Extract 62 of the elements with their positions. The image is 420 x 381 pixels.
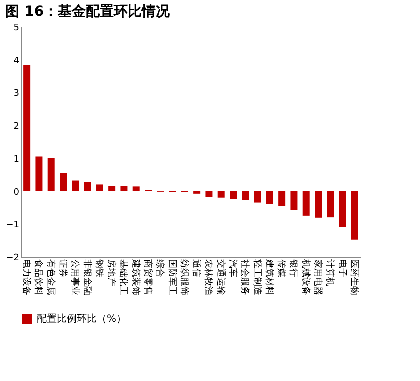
- x-tick-label: 证券: [58, 260, 68, 278]
- x-tick-label: 交通运输: [215, 260, 226, 296]
- bar: [230, 191, 237, 200]
- bar: [194, 191, 201, 194]
- bar: [60, 173, 67, 192]
- bar: [206, 191, 213, 198]
- y-tick-label: 4: [14, 56, 20, 66]
- x-tick-label: 传媒: [276, 260, 288, 278]
- bar: [24, 65, 31, 192]
- bar: [315, 191, 322, 218]
- x-tick-label: 医药生物: [348, 260, 360, 296]
- x-tick-label: 机械设备: [300, 260, 312, 296]
- legend-label: 配置比例环比（%）: [37, 313, 127, 325]
- x-tick-label: 国防军工: [166, 260, 178, 296]
- x-tick-label: 计算机: [324, 260, 336, 286]
- x-tick-label: 建筑材料: [264, 258, 275, 296]
- x-tick-label: 商贸零售: [142, 260, 154, 296]
- x-tick-label: 农林牧渔: [203, 260, 214, 296]
- y-tick-label: 3: [14, 89, 20, 100]
- bar: [254, 191, 262, 203]
- y-tick-label: 0: [14, 188, 20, 198]
- bar: [48, 158, 55, 192]
- x-tick-label: 银行: [288, 258, 300, 278]
- x-tick-label: 电子: [336, 260, 348, 278]
- y-tick-label: −1: [6, 220, 20, 231]
- x-tick-label: 建筑装饰: [130, 258, 142, 296]
- bar: [290, 191, 298, 210]
- bar: [36, 156, 43, 192]
- x-tick-label: 汽车: [228, 260, 238, 278]
- x-tick-label: 轻工制造: [252, 260, 263, 296]
- bar: [351, 191, 358, 240]
- bar: [72, 180, 80, 192]
- y-tick-label: 1: [14, 154, 20, 165]
- x-tick-label: 通信: [191, 260, 202, 278]
- bar: [96, 184, 104, 192]
- x-tick-label: 钢铁: [94, 258, 105, 278]
- x-tick-label: 纺织服饰: [178, 260, 190, 296]
- x-tick-label: 电力设备: [21, 260, 32, 296]
- x-tick-label: 有色金属: [45, 260, 56, 296]
- y-tick-label: 5: [14, 24, 20, 34]
- bar: [84, 182, 92, 192]
- x-tick-label: 房地产: [106, 260, 118, 286]
- x-tick-label: 基础化工: [118, 260, 130, 296]
- x-tick-label: 食品饮料: [33, 260, 44, 296]
- x-tick-label: 公用事业: [70, 260, 81, 296]
- y-tick-label: −2: [6, 254, 20, 264]
- x-tick-label: 综合: [154, 260, 166, 278]
- bar: [278, 191, 286, 206]
- bar: [327, 191, 334, 218]
- bar: [266, 191, 274, 204]
- bar: [339, 191, 346, 228]
- bar: [120, 186, 128, 192]
- bar: [302, 191, 310, 216]
- bar: [218, 191, 225, 198]
- x-tick-label: 家用电器: [312, 260, 324, 296]
- y-tick-label: 2: [14, 122, 20, 132]
- bar: [108, 186, 116, 192]
- x-tick-label: 非银金融: [82, 260, 93, 296]
- x-tick-label: 社会服务: [240, 260, 251, 296]
- chart-title: 图 16：基金配置环比情况: [6, 4, 172, 20]
- bar: [132, 186, 140, 192]
- bar: [242, 191, 250, 200]
